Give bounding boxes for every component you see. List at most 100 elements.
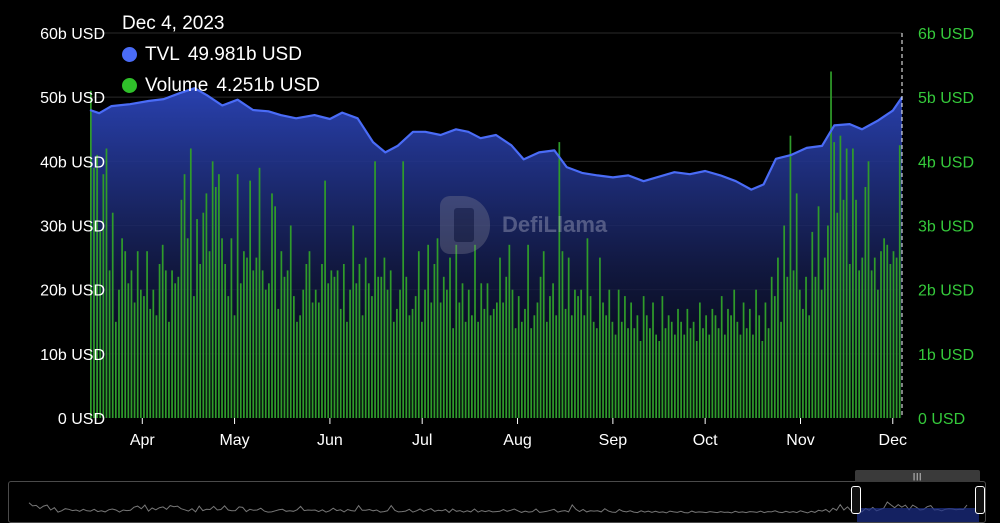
volume-bar [564, 308, 567, 418]
x-tick-label: May [219, 432, 249, 449]
volume-bar [139, 289, 142, 418]
volume-bar [496, 302, 498, 418]
volume-bar [539, 276, 542, 418]
volume-bar [583, 315, 586, 418]
volume-bar [670, 321, 673, 419]
volume-bar [764, 302, 767, 418]
volume-bar [574, 289, 576, 418]
volume-bar [314, 289, 317, 418]
volume-bar [383, 257, 386, 418]
brush-selection[interactable]: ||| [851, 470, 985, 523]
volume-bar [336, 270, 339, 418]
volume-bar [486, 283, 489, 419]
volume-bar [302, 289, 305, 418]
volume-bar [492, 308, 495, 418]
volume-bar [149, 308, 152, 418]
volume-bar [96, 154, 98, 418]
tvl-line-layer [89, 87, 903, 191]
volume-bar [873, 257, 876, 418]
volume-bar [455, 244, 458, 419]
volume-bar [686, 308, 689, 418]
volume-bar [171, 270, 173, 418]
brush-left-handle[interactable] [851, 486, 861, 514]
volume-bar [595, 328, 598, 418]
volume-bar [508, 244, 511, 419]
right-tick-label: 5b USD [918, 90, 974, 107]
volume-bar [389, 270, 392, 418]
volume-bar [296, 321, 298, 419]
volume-bar [277, 308, 280, 418]
volume-bar [392, 321, 395, 419]
volume-bar [892, 251, 895, 418]
volume-bar [152, 289, 155, 418]
volume-bar [324, 180, 326, 418]
volume-bar [855, 199, 857, 418]
brush-selection-bar[interactable]: ||| [855, 470, 980, 482]
range-brush[interactable] [8, 481, 986, 523]
volume-bar [798, 289, 801, 418]
volume-bar [430, 302, 433, 418]
x-tick-label: Apr [130, 432, 156, 449]
volume-bar [261, 270, 264, 418]
x-tick-label: Nov [786, 432, 814, 449]
volume-bar [555, 315, 558, 418]
tooltip-tvl-label: TVL [145, 44, 180, 65]
volume-bar [105, 148, 108, 418]
volume-bar [845, 148, 848, 418]
grip-icon: ||| [913, 472, 923, 481]
volume-bar [502, 302, 504, 418]
volume-bar [283, 276, 286, 418]
volume-bar [870, 270, 873, 418]
volume-bar [699, 302, 701, 418]
right-tick-label: 1b USD [918, 347, 974, 364]
volume-bar [333, 276, 336, 418]
volume-bar [530, 328, 533, 418]
volume-bar [352, 225, 355, 418]
volume-bar [627, 328, 629, 418]
volume-bar [193, 296, 195, 418]
volume-bar [211, 161, 214, 419]
volume-bar [786, 276, 789, 418]
brush-right-handle[interactable] [975, 486, 985, 514]
volume-bar [380, 276, 383, 418]
left-tick-label: 30b USD [40, 219, 105, 236]
volume-bar [527, 244, 529, 419]
volume-bar [758, 315, 761, 418]
volume-bar [118, 289, 120, 418]
left-tick-label: 50b USD [40, 90, 105, 107]
volume-bar [133, 302, 136, 418]
volume-bar [661, 296, 664, 418]
volume-bar [624, 296, 626, 418]
volume-bar [705, 315, 707, 418]
volume-bar [249, 180, 251, 418]
volume-bar [255, 257, 258, 418]
volume-bar [286, 270, 289, 418]
volume-bar [408, 315, 411, 418]
volume-bar [642, 296, 645, 418]
volume-bar [717, 328, 720, 418]
volume-bar [236, 174, 239, 418]
volume-bar [752, 334, 754, 418]
volume-bar [189, 148, 192, 418]
volume-bar [467, 289, 470, 418]
brush-sparkline [28, 501, 968, 514]
volume-bar [305, 264, 308, 418]
volume-bar [561, 251, 564, 418]
volume-bar [664, 328, 667, 418]
tooltip-tvl-value: 49.981b USD [187, 44, 302, 65]
volume-bar [130, 270, 133, 418]
volume-bar [342, 264, 345, 418]
volume-bar [414, 296, 417, 418]
volume-bar [689, 328, 692, 418]
volume-bar [243, 251, 245, 418]
volume-bar [421, 321, 423, 419]
volume-bar [617, 289, 620, 418]
volume-bar [143, 296, 145, 418]
volume-bar [230, 238, 233, 418]
volume-bar [680, 321, 682, 419]
volume-bar [552, 283, 554, 419]
volume-bar [358, 264, 361, 418]
volume-bar [218, 174, 220, 418]
right-tick-label: 4b USD [918, 154, 974, 171]
volume-bar [474, 244, 476, 419]
